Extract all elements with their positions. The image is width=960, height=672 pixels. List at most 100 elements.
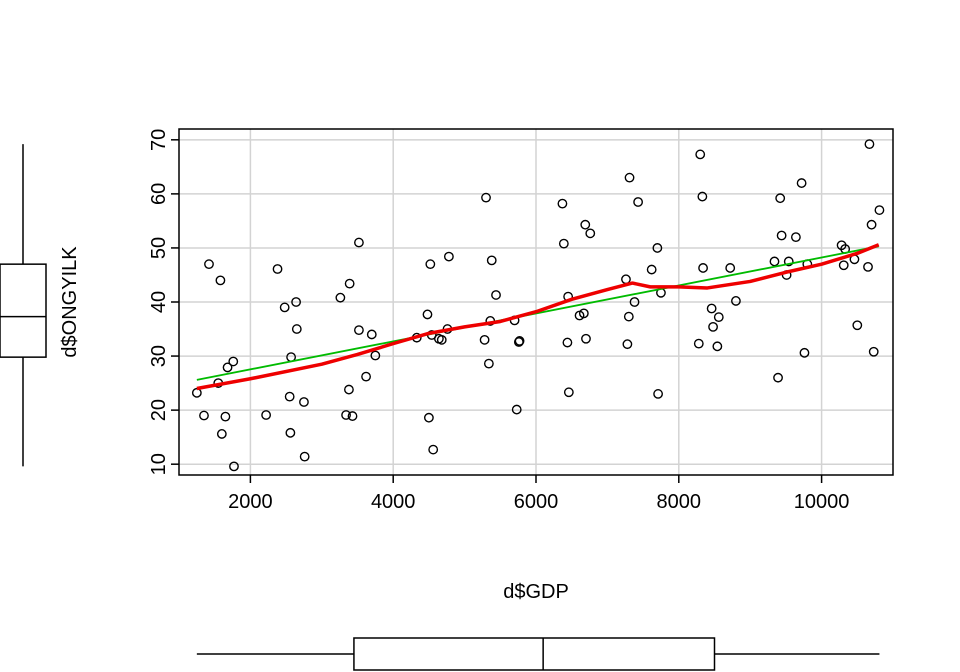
- y-tick-label-50: 50: [148, 237, 170, 259]
- data-point-47: [511, 404, 522, 415]
- data-points: [191, 139, 885, 472]
- x-tick-label-8000: 8000: [657, 491, 702, 513]
- data-point-57: [580, 219, 591, 230]
- data-point-28: [366, 329, 377, 340]
- data-point-6: [220, 411, 231, 422]
- data-point-51: [558, 238, 569, 249]
- data-point-71: [695, 149, 706, 160]
- x-tick-label-10000: 10000: [794, 491, 850, 513]
- data-point-26: [354, 325, 364, 336]
- data-point-27: [361, 371, 371, 382]
- data-point-42: [483, 358, 494, 369]
- data-point-8: [228, 356, 239, 367]
- data-point-0: [191, 387, 202, 398]
- data-point-40: [479, 334, 490, 345]
- data-point-94: [852, 320, 863, 331]
- y-box-body: [0, 263, 47, 358]
- y-axis-label: d$ONGYILK: [59, 246, 81, 358]
- data-point-41: [481, 192, 491, 203]
- data-point-76: [712, 341, 723, 352]
- data-point-29: [370, 350, 381, 361]
- data-point-98: [868, 346, 879, 357]
- data-point-39: [443, 251, 454, 262]
- data-point-56: [578, 308, 589, 319]
- data-point-7: [222, 362, 233, 373]
- data-point-11: [272, 264, 283, 274]
- data-point-32: [423, 412, 434, 423]
- data-point-95: [863, 261, 873, 272]
- y-axis: 10 20 30 40 50 60 70: [148, 129, 179, 475]
- data-point-10: [261, 410, 272, 420]
- data-point-63: [624, 172, 635, 183]
- data-point-77: [713, 312, 724, 323]
- data-point-88: [799, 347, 810, 358]
- data-point-73: [698, 263, 708, 273]
- data-point-97: [866, 219, 877, 230]
- data-point-18: [299, 397, 309, 407]
- data-point-62: [623, 311, 634, 322]
- data-point-23: [344, 278, 355, 289]
- data-point-54: [563, 387, 574, 398]
- x-tick-label-2000: 2000: [228, 491, 273, 513]
- x-axis-label: d$GDP: [503, 581, 569, 603]
- data-point-22: [344, 384, 354, 395]
- data-point-78: [725, 263, 736, 273]
- data-point-58: [581, 333, 591, 344]
- x-tick-label-6000: 6000: [514, 491, 559, 513]
- data-point-37: [436, 334, 447, 345]
- data-point-21: [341, 410, 351, 420]
- data-point-72: [697, 191, 708, 202]
- data-point-64: [629, 297, 640, 307]
- data-point-25: [354, 237, 364, 248]
- lowess-line: [196, 243, 880, 391]
- data-point-49: [514, 336, 525, 346]
- data-point-33: [425, 259, 436, 270]
- data-point-50: [557, 198, 568, 209]
- data-point-81: [773, 372, 783, 383]
- grid-lines: [179, 129, 893, 475]
- data-point-87: [796, 178, 807, 188]
- y-tick-label-10: 10: [148, 453, 170, 475]
- y-tick-label-60: 60: [148, 183, 170, 205]
- linear-fit-line: [196, 245, 879, 381]
- data-point-68: [653, 389, 663, 399]
- data-point-12: [279, 302, 290, 313]
- x-marginal-boxplot: [196, 637, 880, 671]
- data-point-45: [491, 290, 501, 300]
- y-tick-label-70: 70: [148, 129, 170, 151]
- data-point-17: [291, 324, 302, 334]
- y-tick-label-20: 20: [148, 399, 170, 421]
- data-point-5: [216, 429, 227, 439]
- data-point-35: [428, 444, 439, 455]
- data-point-79: [731, 296, 741, 306]
- data-point-74: [706, 303, 717, 314]
- data-point-70: [693, 338, 704, 349]
- data-point-16: [291, 297, 301, 307]
- data-point-67: [652, 243, 663, 253]
- data-point-19: [299, 451, 310, 462]
- data-point-91: [838, 260, 849, 271]
- data-point-61: [622, 339, 633, 350]
- data-point-86: [790, 232, 801, 243]
- data-point-1: [199, 410, 209, 421]
- data-point-82: [775, 193, 786, 204]
- data-point-85: [783, 256, 794, 267]
- fit-lines: [196, 243, 880, 391]
- data-point-75: [708, 321, 718, 332]
- data-point-4: [215, 275, 226, 286]
- data-point-66: [646, 264, 657, 275]
- data-point-20: [335, 292, 346, 303]
- data-point-31: [422, 309, 433, 320]
- data-point-44: [486, 255, 497, 266]
- data-point-99: [874, 205, 885, 215]
- data-point-65: [633, 197, 644, 207]
- x-box-body: [353, 637, 716, 671]
- data-point-24: [347, 411, 358, 421]
- y-tick-label-30: 30: [148, 345, 170, 367]
- data-point-9: [229, 461, 239, 472]
- y-tick-label-40: 40: [148, 291, 170, 313]
- data-point-2: [204, 259, 214, 270]
- data-point-96: [864, 139, 875, 150]
- x-axis: 2000 4000 6000 8000 10000: [228, 475, 849, 513]
